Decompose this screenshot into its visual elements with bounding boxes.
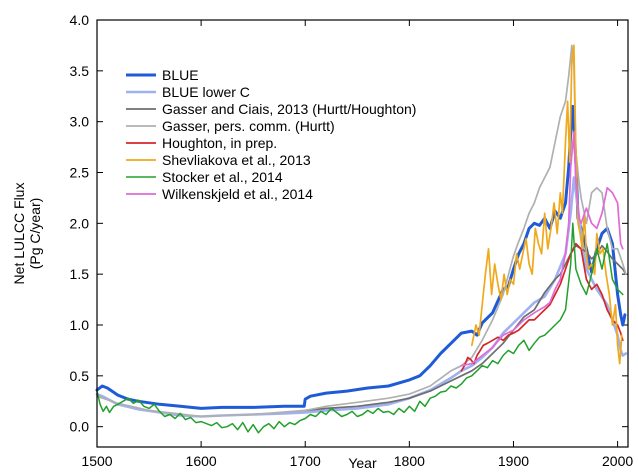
legend-label: Houghton, in prep.: [162, 135, 277, 151]
x-tick-label: 1700: [290, 453, 321, 469]
series-line-blue: [95, 104, 627, 410]
x-tick-label: 1900: [498, 453, 529, 469]
x-tick-label: 1500: [81, 453, 112, 469]
series-line-shevliakova-et-al-2013: [470, 44, 623, 365]
y-tick-label: 3.5: [70, 63, 90, 79]
series-line-stocker-et-al-2014: [96, 222, 624, 434]
legend-label: Stocker et al., 2014: [162, 169, 283, 185]
series-line-gasser-pers-comm-hurtt: [96, 44, 627, 418]
legend-label: BLUE: [162, 67, 199, 83]
y-tick-label: 2.0: [70, 215, 90, 231]
y-tick-label: 3.0: [70, 114, 90, 130]
legend-label: Gasser, pers. comm. (Hurtt): [162, 118, 335, 134]
legend-label: Shevliakova et al., 2013: [162, 152, 311, 168]
series-line-gasser-and-ciais-2013-hurtt-houghton: [304, 244, 627, 412]
legend-label: Gasser and Ciais, 2013 (Hurtt/Houghton): [162, 101, 416, 117]
legend-label: Wilkenskjeld et al., 2014: [162, 186, 313, 202]
series-line-blue-lower-c: [95, 176, 628, 418]
x-tick-label: 1600: [186, 453, 217, 469]
y-axis-title-line-1: Net LULCC Flux: [11, 183, 27, 285]
series-lines: [95, 44, 628, 434]
y-tick-label: 2.5: [70, 165, 90, 181]
y-tick-label: 4.0: [70, 12, 90, 28]
plot-frame: [96, 19, 629, 448]
y-tick-label: 0.5: [70, 368, 90, 384]
y-axis-title-line-2: (Pg C/year): [27, 198, 43, 270]
series-line-wilkenskjeld-et-al-2014: [460, 130, 624, 367]
x-grid-ticks: 1500 1600 1700 1800 1900 2000: [81, 20, 633, 469]
x-tick-label: 1800: [394, 453, 425, 469]
y-tick-label: 1.0: [70, 317, 90, 333]
y-tick-label: 1.5: [70, 266, 90, 282]
series-line-houghton-in-prep: [460, 242, 624, 372]
y-tick-label: 0.0: [70, 419, 90, 435]
y-axis-title: Net LULCC Flux (Pg C/year): [11, 183, 43, 285]
legend-label: BLUE lower C: [162, 84, 250, 100]
x-tick-label: 2000: [602, 453, 633, 469]
x-axis-title: Year: [348, 455, 377, 471]
